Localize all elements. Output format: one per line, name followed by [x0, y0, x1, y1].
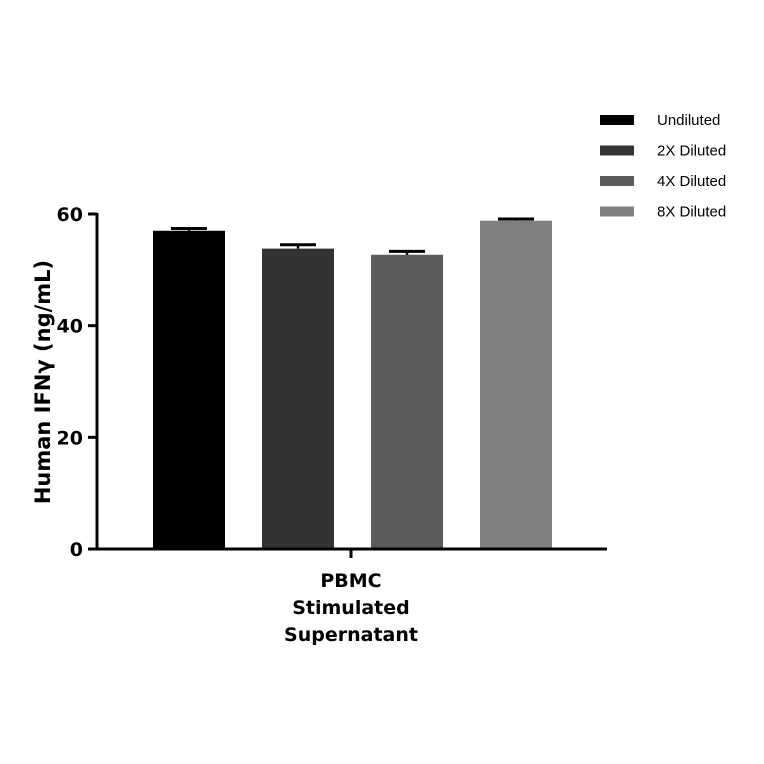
legend-item: 4X Diluted: [600, 173, 726, 190]
legend-item: 2X Diluted: [600, 143, 726, 160]
legend-label: 8X Diluted: [657, 204, 726, 221]
y-tick-label: 40: [57, 316, 83, 338]
legend-label: 4X Diluted: [657, 173, 726, 190]
y-axis: 0 20 40 60: [57, 204, 99, 561]
bar-undiluted: [153, 230, 225, 549]
y-axis-title: Human IFNγ (ng/mL): [31, 260, 55, 504]
legend-swatch: [600, 176, 634, 186]
legend-swatch: [600, 145, 634, 156]
error-bar-2x-diluted: [280, 243, 316, 249]
bar-2x-diluted: [262, 248, 334, 549]
y-tick-label: 20: [57, 427, 83, 449]
legend-label: Undiluted: [657, 112, 720, 129]
x-axis: [95, 547, 607, 558]
legend-swatch: [600, 115, 634, 125]
category-label: PBMC Stimulated Supernatant: [284, 570, 418, 646]
error-bar-8x-diluted: [498, 217, 534, 221]
y-tick-label: 0: [70, 539, 83, 561]
legend-label: 2X Diluted: [657, 143, 726, 160]
legend-item: Undiluted: [600, 112, 720, 129]
legend-swatch: [600, 206, 634, 217]
bars-group: [153, 220, 552, 549]
bar-8x-diluted: [480, 220, 552, 549]
legend: Undiluted 2X Diluted 4X Diluted 8X Diluted: [600, 112, 726, 221]
error-bar-4x-diluted: [389, 249, 425, 255]
error-bar-undiluted: [171, 227, 207, 231]
legend-item: 8X Diluted: [600, 204, 726, 221]
error-bars-group: [171, 217, 534, 255]
x-category-label: PBMC Stimulated Supernatant: [284, 570, 418, 646]
y-tick-label: 60: [57, 204, 83, 226]
bar-4x-diluted: [371, 254, 443, 549]
